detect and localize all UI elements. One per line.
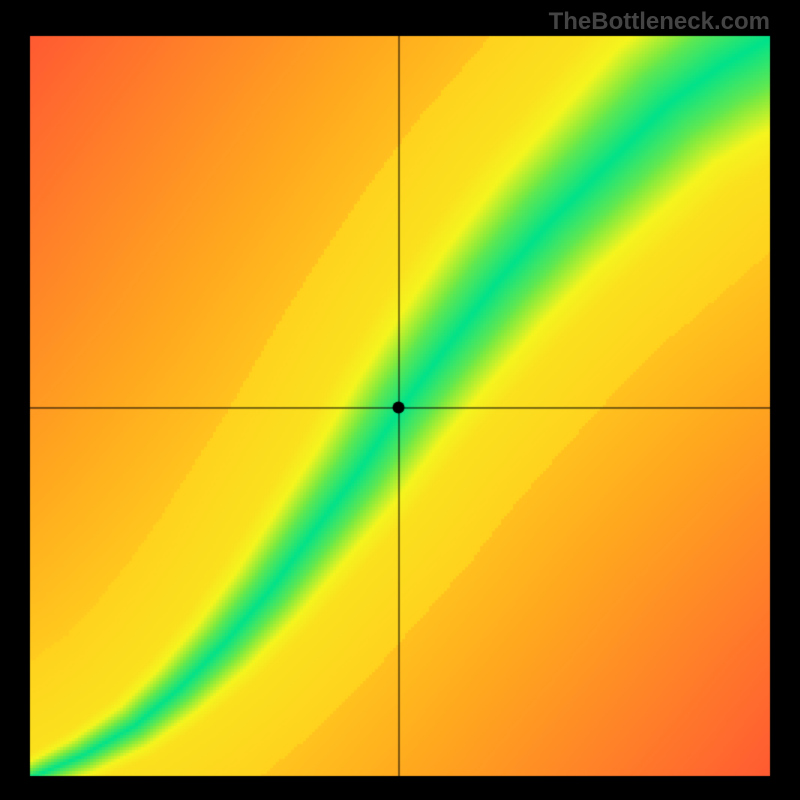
bottleneck-heatmap: [0, 0, 800, 800]
watermark-text: TheBottleneck.com: [549, 8, 770, 36]
